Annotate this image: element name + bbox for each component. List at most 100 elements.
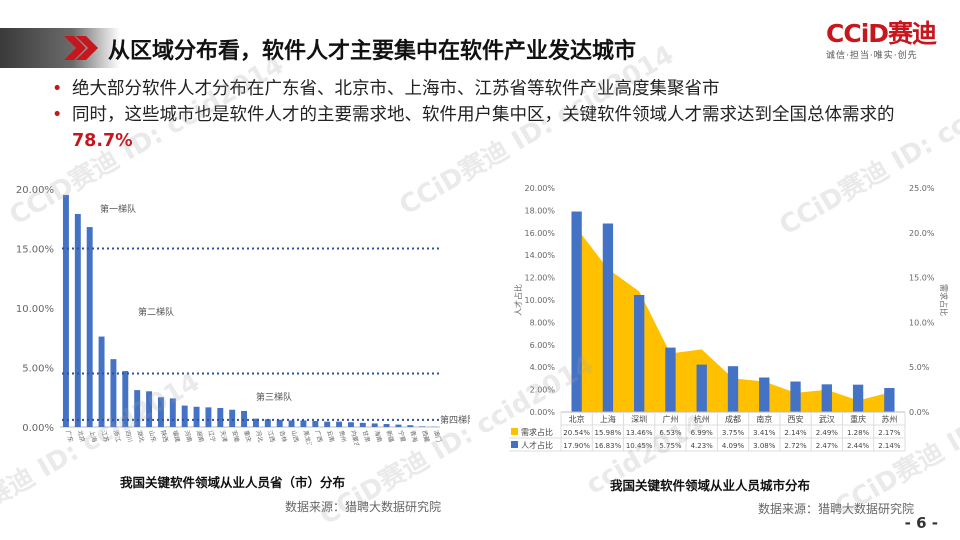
y-left-tick-label: 18.00% [524,206,555,215]
demand-value-label: 3.75% [722,429,745,437]
talent-bar [602,223,614,412]
x-tick-label: 苏州 [881,414,897,424]
y-right-tick-label: 20.0% [909,229,935,238]
talent-value-label: 4.23% [691,442,714,450]
legend-demand-swatch [511,428,518,435]
bar [336,421,343,427]
bullet-text: 同时，这些城市也是软件人才的主要需求地、软件用户集中区，关键软件领域人才需求达到… [72,105,895,125]
bar [241,410,248,427]
y-tick-label: 5.00% [22,364,54,375]
talent-bar [571,211,582,412]
talent-value-label: 2.14% [878,442,901,450]
y-tick-label: 10.00% [16,304,54,315]
y-right-tick-label: 10.0% [909,318,935,327]
talent-bar [696,364,707,412]
bar [134,390,141,427]
talent-bar [852,384,864,412]
talent-bar [759,377,770,412]
y-left-tick-label: 6.00% [530,341,556,350]
x-tick-label: 上海 [88,429,99,443]
x-tick-label: 天津 [218,430,228,443]
bar [146,391,153,427]
x-tick-label: 杭州 [694,414,710,424]
x-tick-label: 山东 [147,429,158,443]
legend-demand-label: 需求占比 [521,427,553,437]
y-tick-label: 15.00% [16,245,54,256]
tier-label: 第二梯队 [138,306,174,318]
y-right-tick-label: 15.0% [909,274,935,283]
x-tick-label: 吉林 [278,429,289,443]
y-right-tick-label: 25.0% [909,184,935,193]
chart1-source: 数据来源：猎聘大数据研究院 [285,500,442,514]
demand-value-label: 2.14% [784,429,807,437]
x-tick-label: 北京 [569,414,585,424]
highlight-value: 78.7% [72,131,133,151]
x-tick-label: 湖北 [135,429,146,443]
logo-slogan: 诚信·担当·唯实·创先 [826,51,918,61]
bar [193,406,200,427]
x-tick-label: 福建 [171,429,182,443]
x-tick-label: 陕西 [159,429,170,443]
x-tick-label: 重庆 [242,429,253,443]
x-tick-label: 河南 [183,429,194,443]
chart2-source: 数据来源：猎聘大数据研究院 [758,502,915,516]
x-tick-label: 黑龙江 [302,429,314,445]
x-tick-label: 上海 [600,414,616,424]
x-tick-label: 江苏 [100,429,111,443]
bullet-item: • 同时，这些城市也是软件人才的主要需求地、软件用户集中区，关键软件领域人才需求… [52,102,932,154]
x-tick-label: 云南 [325,429,336,443]
bar [359,422,366,427]
legend-talent-label: 人才占比 [521,440,553,450]
demand-value-label: 2.49% [816,429,839,437]
bar [181,405,188,427]
x-tick-label: 北京 [76,429,87,443]
tier-label: 第三梯队 [256,391,292,403]
y-right-tick-label: 0.0% [909,408,930,417]
x-tick-label: 宁夏 [397,429,408,443]
x-tick-label: 武汉 [819,414,835,424]
x-tick-label: 贵州 [337,429,348,443]
demand-value-label: 1.28% [847,429,870,437]
talent-value-label: 5.75% [659,442,682,450]
bar [419,426,426,427]
x-tick-label: 深圳 [631,414,647,424]
bar [74,213,81,427]
y-left-tick-label: 2.00% [530,386,556,395]
x-tick-label: 江西 [266,430,276,443]
x-tick-label: 澳门 [432,429,443,443]
talent-value-label: 3.08% [753,442,776,450]
y-left-tick-label: 0.00% [530,408,556,417]
talent-value-label: 2.47% [816,442,839,450]
y-left-tick-label: 16.00% [524,229,555,238]
bar [98,336,105,427]
x-tick-label: 河北 [254,429,265,443]
y-left-tick-label: 10.00% [524,296,555,305]
bar [110,359,117,427]
bar [229,409,236,427]
tier-label: 第一梯队 [100,203,136,215]
x-tick-label: 成都 [725,414,741,424]
bar [347,422,354,427]
talent-value-label: 4.09% [722,442,745,450]
bar [62,194,69,427]
y-right-axis-label: 需求占比 [939,284,949,316]
x-tick-label: 四川 [123,430,133,443]
bar [324,421,331,427]
bullet-dot-icon: • [52,79,63,99]
bar [371,423,378,427]
bullet-item: • 绝大部分软件人才分布在广东省、北京市、上海市、江苏省等软件产业高度集聚省市 [52,76,932,102]
bullet-dot-icon: • [52,105,63,125]
tier-label: 第四梯队 [440,414,470,426]
y-left-tick-label: 8.00% [530,318,556,327]
province-distribution-chart: 0.00% 5.00% 10.00% 15.00% 20.00% 广东 北京 上海 江苏 浙江 四川… [16,185,470,445]
x-tick-label: 广东 [64,429,75,443]
x-tick-label: 海南 [373,429,384,443]
legend-talent-swatch [511,441,518,448]
y-left-tick-label: 12.00% [524,274,555,283]
talent-value-label: 2.44% [847,442,870,450]
y-left-tick-label: 4.00% [530,363,556,372]
page-number: - 6 - [904,514,938,532]
x-tick-label: 安徽 [230,429,241,443]
bar [383,424,390,427]
y-tick-label: 20.00% [16,185,54,196]
